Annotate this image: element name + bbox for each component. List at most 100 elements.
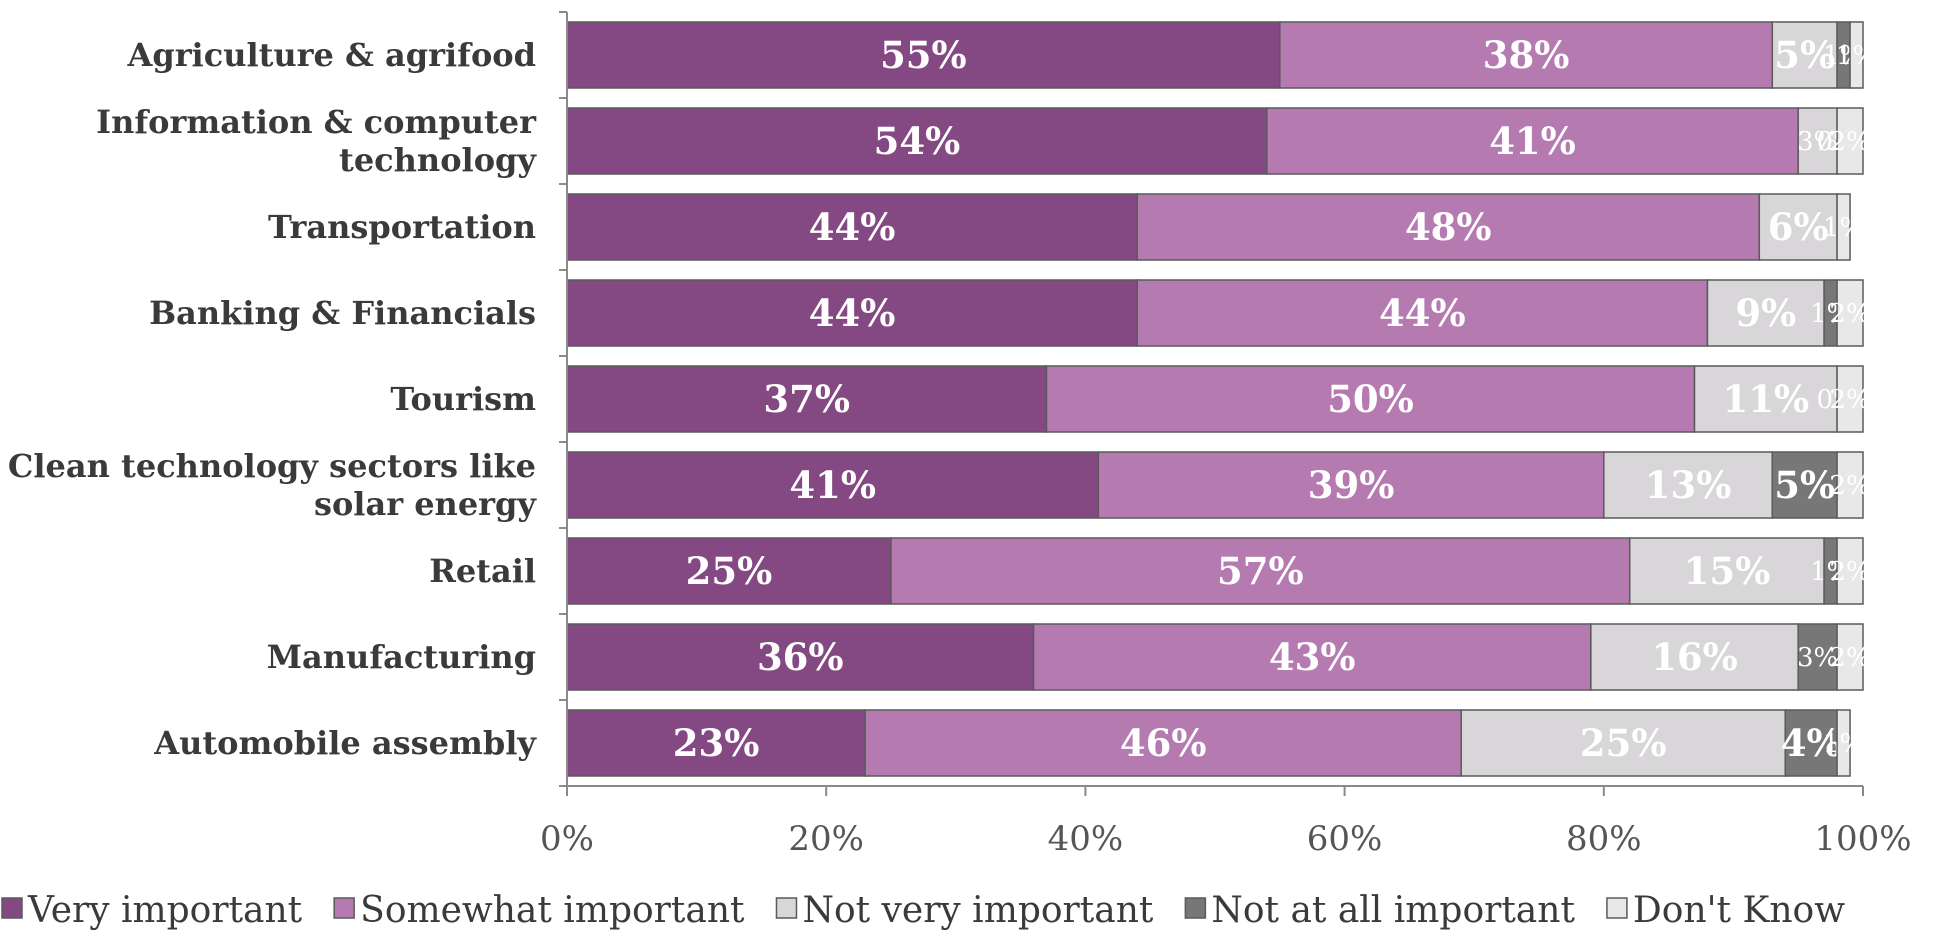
bars-group: 55%38%5%1%1%54%41%3%0%2%44%48%6%1%44%44%… [566, 21, 1877, 777]
category-label: Agriculture & agrifood [126, 36, 536, 74]
bar-segment [1849, 21, 1864, 89]
bar-segment [1836, 709, 1851, 777]
data-label: 4% [1781, 721, 1842, 765]
legend-entry: Not at all important [1211, 890, 1575, 931]
category-label: Tourism [390, 380, 536, 418]
x-tick-label: 80% [1566, 819, 1642, 859]
bar-segment [1836, 623, 1864, 691]
bar-segment [1706, 279, 1825, 347]
bar-segment [864, 709, 1462, 777]
legend: Very important Somewhat important Not very… [1, 890, 1845, 931]
data-label: 1% [1823, 213, 1864, 243]
data-label: 2% [1829, 127, 1870, 157]
data-label: 46% [1120, 721, 1207, 765]
bar-segment [1693, 365, 1838, 433]
bar-segment [1836, 537, 1864, 605]
bar-segment [1136, 279, 1709, 347]
category-label: Transportation [268, 208, 536, 246]
data-label: 15% [1684, 549, 1771, 593]
data-label: 16% [1651, 635, 1738, 679]
bar-segment [566, 279, 1138, 347]
bar-segment [1628, 537, 1825, 605]
category-label: Manufacturing [267, 638, 536, 676]
data-label: 57% [1217, 549, 1304, 593]
x-tick-label: 20% [788, 819, 864, 859]
category-label: Automobile assembly [153, 724, 537, 762]
legend-swatch [333, 897, 355, 919]
data-label: 3% [1797, 127, 1838, 157]
data-label: 2% [1829, 299, 1870, 329]
data-label: 44% [1379, 291, 1466, 335]
data-label: 41% [789, 463, 876, 507]
data-label: 5% [1774, 463, 1835, 507]
data-label: 2% [1829, 385, 1870, 415]
bar-segment [1784, 709, 1838, 777]
legend-swatch [1606, 897, 1628, 919]
bar-segment [1771, 21, 1838, 89]
data-label: 50% [1327, 377, 1414, 421]
legend-entry: Very important [27, 890, 303, 931]
x-tick-label: 0% [540, 819, 594, 859]
bar-segment [566, 193, 1138, 261]
bar-segment [1836, 365, 1864, 433]
bar-segment [566, 709, 866, 777]
bar-segment [1758, 193, 1838, 261]
bar-segment [1279, 21, 1774, 89]
category-labels-group: Agriculture & agrifood Information & comp… [8, 36, 537, 762]
data-label: 5% [1774, 33, 1835, 77]
data-label: 36% [757, 635, 844, 679]
legend-swatch [1, 897, 23, 919]
bar-segment [1097, 451, 1605, 519]
bar-segment [1603, 451, 1774, 519]
data-label: 9% [1735, 291, 1796, 335]
data-label: 6% [1768, 205, 1829, 249]
bar-segment [1266, 107, 1799, 175]
x-tick-label: 40% [1048, 819, 1124, 859]
data-label: 2% [1829, 557, 1870, 587]
data-label: 55% [880, 33, 967, 77]
category-label: technology [339, 141, 537, 179]
bar-segment [1032, 623, 1592, 691]
data-label: 1% [1823, 729, 1864, 759]
data-label: 2% [1829, 471, 1870, 501]
bar-segment [1045, 365, 1696, 433]
data-label: 25% [686, 549, 773, 593]
bar-segment [1836, 193, 1851, 261]
data-label: 23% [673, 721, 760, 765]
legend-entry: Don't Know [1633, 890, 1845, 931]
category-label: Clean technology sectors like [8, 447, 536, 485]
legend-entry: Not very important [802, 890, 1153, 931]
bar-segment [566, 21, 1281, 89]
data-label: 25% [1580, 721, 1667, 765]
data-label: 44% [809, 205, 896, 249]
axes-group: 0% 20% 40% 60% 80% 100% [540, 11, 1912, 859]
data-label: 43% [1269, 635, 1356, 679]
data-label: 11% [1722, 377, 1809, 421]
bar-segment [566, 451, 1100, 519]
legend-entry: Somewhat important [360, 890, 745, 931]
x-tick-label: 100% [1814, 819, 1911, 859]
category-label: solar energy [314, 485, 537, 523]
bar-segment [1836, 451, 1864, 519]
category-label: Information & computer [96, 103, 537, 141]
data-label: 38% [1483, 33, 1570, 77]
bar-segment [566, 107, 1268, 175]
data-label: 37% [763, 377, 850, 421]
data-label: 39% [1308, 463, 1395, 507]
data-label: 54% [874, 119, 961, 163]
category-label: Banking & Financials [149, 294, 536, 332]
legend-swatch [775, 897, 798, 919]
bar-segment [1797, 107, 1838, 175]
data-label: 13% [1645, 463, 1732, 507]
bar-segment [1836, 279, 1864, 347]
bar-segment [566, 365, 1048, 433]
bar-segment [1771, 451, 1838, 519]
data-label: 3% [1797, 643, 1838, 673]
category-label: Retail [429, 552, 536, 590]
data-label: 41% [1489, 119, 1576, 163]
bar-segment [1797, 623, 1838, 691]
legend-swatch [1184, 897, 1207, 919]
bar-segment [1836, 107, 1864, 175]
bar-segment [566, 537, 892, 605]
